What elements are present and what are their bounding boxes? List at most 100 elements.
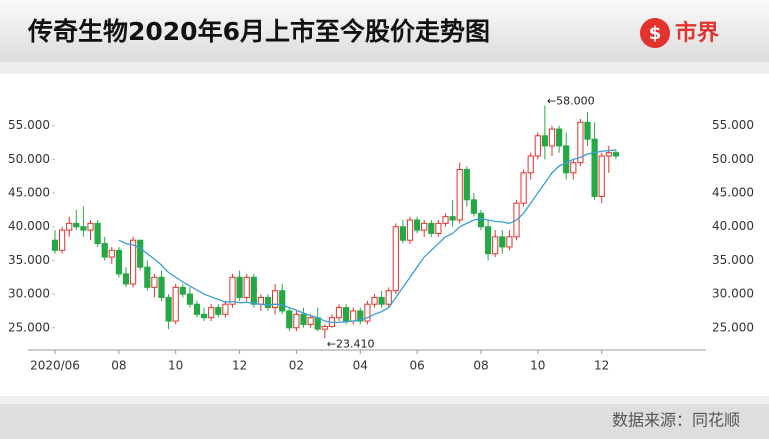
candle-body (534, 135, 541, 157)
candle-body (605, 152, 612, 157)
candle-body (201, 313, 208, 319)
moving-average (118, 149, 616, 324)
candle-body (612, 152, 619, 157)
candle-body (364, 303, 371, 322)
y2-tick-label: 25.000 (712, 320, 754, 334)
logo-icon-mark: $ (649, 23, 662, 44)
y2-tick-label: 30.000 (712, 287, 754, 301)
x-tick-label: 10 (168, 359, 183, 373)
candle-body (335, 307, 343, 319)
candle-body (158, 276, 165, 298)
y-tick-label: 25.000 (8, 320, 50, 334)
x-tick-label: 12 (594, 359, 609, 373)
candle-body (151, 276, 158, 288)
x-tick-label: 02 (289, 359, 304, 373)
candle-body (186, 293, 194, 305)
plot-panel (0, 74, 769, 396)
candle-body (399, 226, 406, 241)
candle-body (477, 212, 485, 228)
x-tick-label: 10 (530, 359, 545, 373)
candle-body (144, 266, 151, 288)
candle-body (179, 286, 186, 295)
footer-bar (0, 404, 769, 439)
candle-body (87, 222, 94, 231)
candle-body (570, 162, 577, 174)
candle-body (321, 325, 328, 330)
y2-tick-label: 40.000 (712, 219, 754, 233)
candle-body (300, 313, 307, 325)
x-tick-label: 08 (473, 359, 488, 373)
candle-body (563, 145, 570, 174)
candle-body (51, 239, 59, 251)
x-tick-label: 06 (409, 359, 424, 373)
candle-body (584, 121, 591, 140)
candle-body (73, 222, 80, 228)
y-tick-label: 50.000 (8, 152, 50, 166)
y2-tick-label: 55.000 (712, 118, 754, 132)
source: 数据来源：同花顺 (612, 411, 740, 430)
candle-body (406, 219, 414, 241)
candle-body (243, 276, 250, 298)
candle-body (314, 317, 321, 330)
y-tick-label: 30.000 (8, 287, 50, 301)
candle-body (598, 155, 605, 197)
candle-body (236, 276, 243, 298)
logo-text: 市界 (675, 20, 719, 46)
candle-body (506, 236, 513, 248)
candle-body (172, 286, 179, 322)
candle-body (80, 226, 87, 231)
candle-body (421, 222, 428, 231)
candle-body (435, 222, 442, 234)
candle-body (66, 222, 73, 231)
candle-body (541, 135, 548, 147)
candle-body (371, 296, 378, 305)
candle-body (449, 216, 456, 221)
candle-body (293, 313, 300, 329)
candle-body (591, 138, 598, 197)
candle-body (101, 243, 108, 258)
candle-body (264, 296, 272, 309)
candle-body (250, 276, 257, 305)
title: 传奇生物2020年6月上市至今股价走势图 (27, 17, 490, 46)
candle-body (470, 199, 477, 214)
candle-body (428, 222, 435, 234)
annotation: ←58.000 (547, 94, 595, 107)
candle-body (122, 273, 130, 285)
candle-body (520, 172, 527, 204)
candle-body (279, 290, 286, 312)
candle-body (193, 303, 201, 315)
candle-body (463, 168, 470, 201)
candle-body (414, 219, 421, 231)
logo-icon (640, 18, 670, 48)
candle-body (286, 310, 293, 329)
y-tick-label: 35.000 (8, 253, 50, 267)
candle-body (130, 239, 137, 285)
y-tick-label: 40.000 (8, 219, 50, 233)
annotation: ←23.410 (327, 338, 375, 351)
candle-body (257, 296, 264, 305)
candle-body (485, 226, 492, 255)
candle-body (456, 168, 463, 221)
candle-body (492, 236, 499, 255)
x-tick-label: 2020/06 (30, 359, 80, 373)
candle-body (385, 290, 392, 305)
candle-body (229, 276, 236, 305)
candle-body (165, 296, 172, 322)
y2-tick-label: 45.000 (712, 186, 754, 200)
y-tick-label: 45.000 (8, 186, 50, 200)
y2-tick-label: 35.000 (712, 253, 754, 267)
candle-body (350, 310, 357, 322)
candle-body (59, 229, 66, 251)
candle-body (222, 303, 229, 315)
candle-body (137, 239, 144, 268)
candle-body (208, 307, 215, 319)
x-tick-label: 08 (111, 359, 126, 373)
candle-body (343, 307, 350, 322)
x-tick-label: 12 (232, 359, 247, 373)
candle-body (94, 222, 101, 245)
y-tick-label: 55.000 (8, 118, 50, 132)
candle-body (392, 226, 399, 292)
candle-body (527, 155, 534, 174)
